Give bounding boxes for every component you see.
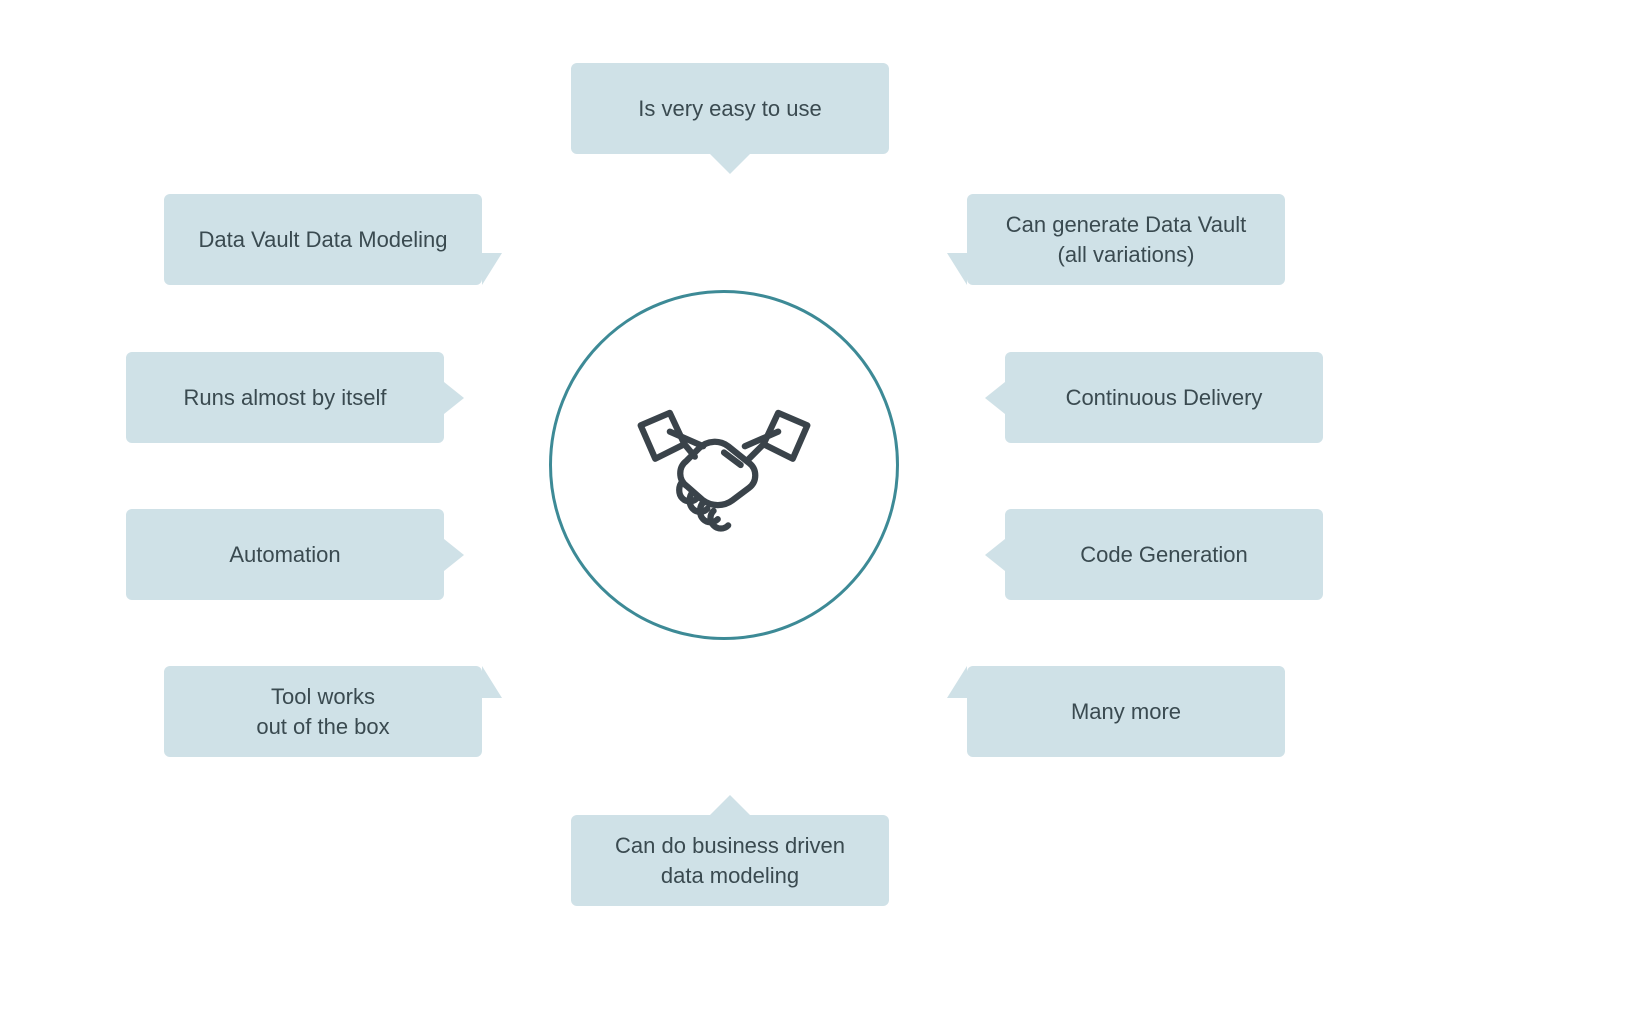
bubble-right4: Many more <box>967 666 1285 757</box>
bubble-top: Is very easy to use <box>571 63 889 154</box>
bubble-label: Is very easy to use <box>638 94 821 124</box>
bubble-tail <box>985 539 1005 571</box>
bubble-label: Tool works out of the box <box>256 682 389 741</box>
center-circle <box>549 290 899 640</box>
bubble-tail <box>985 382 1005 414</box>
bubble-label: Runs almost by itself <box>184 383 387 413</box>
bubble-bottom: Can do business driven data modeling <box>571 815 889 906</box>
bubble-tail <box>444 382 464 414</box>
bubble-tail <box>482 666 502 698</box>
bubble-tail <box>710 154 750 174</box>
bubble-label: Can do business driven data modeling <box>615 831 845 890</box>
bubble-tail <box>710 795 750 815</box>
bubble-label: Data Vault Data Modeling <box>198 225 447 255</box>
bubble-right1: Can generate Data Vault (all variations) <box>967 194 1285 285</box>
bubble-left2: Runs almost by itself <box>126 352 444 443</box>
bubble-label: Many more <box>1071 697 1181 727</box>
bubble-label: Code Generation <box>1080 540 1248 570</box>
bubble-left3: Automation <box>126 509 444 600</box>
bubble-tail <box>947 253 967 285</box>
bubble-left4: Tool works out of the box <box>164 666 482 757</box>
bubble-label: Continuous Delivery <box>1066 383 1263 413</box>
bubble-tail <box>947 666 967 698</box>
bubble-tail <box>444 539 464 571</box>
bubble-label: Automation <box>229 540 340 570</box>
bubble-right2: Continuous Delivery <box>1005 352 1323 443</box>
bubble-right3: Code Generation <box>1005 509 1323 600</box>
bubble-left1: Data Vault Data Modeling <box>164 194 482 285</box>
bubble-tail <box>482 253 502 285</box>
bubble-label: Can generate Data Vault (all variations) <box>1006 210 1247 269</box>
handshake-icon <box>619 390 829 540</box>
